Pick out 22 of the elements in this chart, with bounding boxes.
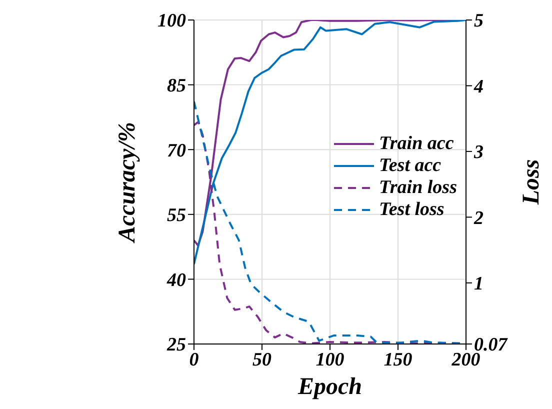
x-tick-label: 150 xyxy=(384,349,413,370)
y2-tick-label: 4 xyxy=(473,76,484,98)
legend-label: Train loss xyxy=(379,177,457,199)
y-tick-label: 85 xyxy=(166,76,186,97)
y-tick-label: 100 xyxy=(157,10,186,32)
y-tick-label: 70 xyxy=(166,140,186,162)
y2-tick-label: 1 xyxy=(474,274,484,295)
y2-axis-title: Loss xyxy=(518,159,545,206)
x-tick-label: 100 xyxy=(316,349,345,370)
y2-tick-label: 2 xyxy=(473,208,484,229)
y-tick-label: 25 xyxy=(166,334,186,356)
y-tick-label: 40 xyxy=(166,270,186,291)
y-tick-label: 55 xyxy=(166,205,186,226)
legend-label: Test loss xyxy=(379,199,444,221)
y2-tick-label: 5 xyxy=(474,10,484,32)
x-tick-label: 0 xyxy=(189,349,200,370)
x-axis-title: Epoch xyxy=(296,374,362,400)
x-tick-label: 50 xyxy=(252,349,272,370)
y-axis-title: Accuracy/% xyxy=(114,122,140,244)
legend-label: Test acc xyxy=(379,155,442,177)
y2-tick-label: 3 xyxy=(473,142,484,164)
legend-label: Train acc xyxy=(379,133,454,155)
